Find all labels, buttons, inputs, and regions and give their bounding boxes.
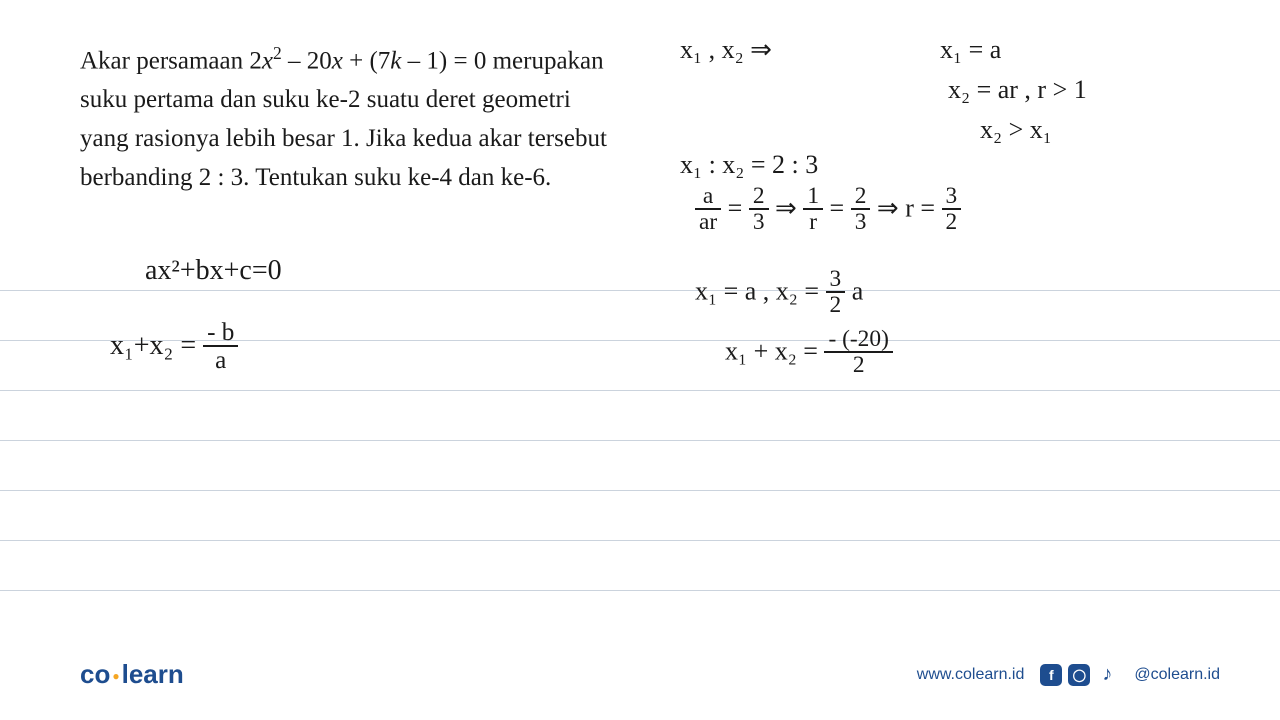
ruled-line (0, 490, 1280, 491)
equation-vieta-sum: x₁+x₂ = - b a (110, 320, 238, 375)
sum-substitution: x₁ + x₂ = - (-20) 2 (725, 328, 893, 379)
problem-line5: 2 : 3. Tentukan suku ke-4 dan ke-6. (199, 164, 552, 191)
frac-num: - b (203, 320, 238, 347)
footer: co●learn www.colearn.id f ◯ ♪ @colearn.i… (0, 659, 1280, 690)
frac-num: - (-20) (824, 328, 892, 353)
logo-part-b: learn (122, 659, 184, 689)
problem-line1-c: + (7 (343, 47, 390, 74)
logo-dot-icon: ● (112, 669, 119, 683)
fraction: - (-20) 2 (824, 328, 892, 379)
x1-x2-values: x₁ = a , x₂ = 3 2 a (695, 268, 863, 319)
vieta-lhs: x₁+x₂ = (110, 330, 203, 361)
sum-lhs: x₁ + x₂ = (725, 337, 824, 366)
footer-right: www.colearn.id f ◯ ♪ @colearn.id (917, 664, 1220, 686)
op: ⇒ r = (877, 194, 942, 223)
frac-den: 2 (942, 210, 962, 236)
website-url: www.colearn.id (917, 666, 1025, 684)
problem-var: x (332, 47, 343, 74)
ruled-line (0, 390, 1280, 391)
problem-line1-a: Akar persamaan 2 (80, 47, 262, 74)
frac-den: ar (695, 210, 721, 236)
content-area: Akar persamaan 2x2 – 20x + (7k – 1) = 0 … (0, 0, 1280, 197)
ruled-line (0, 440, 1280, 441)
x1x2-text-b: a (852, 277, 864, 306)
logo-part-a: co (80, 659, 110, 689)
fraction: - b a (203, 320, 238, 375)
ruled-line (0, 540, 1280, 541)
tiktok-icon: ♪ (1096, 664, 1118, 686)
instagram-icon: ◯ (1068, 664, 1090, 686)
problem-statement: Akar persamaan 2x2 – 20x + (7k – 1) = 0 … (80, 40, 620, 197)
problem-sup: 2 (273, 43, 282, 63)
frac-den: 3 (851, 210, 871, 236)
brand-logo: co●learn (80, 659, 184, 690)
ruled-line (0, 590, 1280, 591)
ruled-line (0, 290, 1280, 291)
equation-quadratic-form: ax²+bx+c=0 (145, 255, 282, 287)
op: = (728, 194, 749, 223)
facebook-icon: f (1040, 664, 1062, 686)
op: = (830, 194, 851, 223)
social-icons: f ◯ ♪ (1040, 664, 1118, 686)
frac-den: 3 (749, 210, 769, 236)
frac-den: 2 (826, 293, 846, 319)
problem-line1-b: – 20 (282, 47, 332, 74)
op: ⇒ (775, 194, 803, 223)
fraction: 3 2 (826, 268, 846, 319)
frac-den: 2 (824, 353, 892, 379)
frac-den: r (803, 210, 823, 236)
problem-var: k (390, 47, 401, 74)
x1x2-text-a: x₁ = a , x₂ = (695, 277, 826, 306)
frac-num: 3 (826, 268, 846, 293)
problem-line1-d: – 1) = 0 (401, 47, 486, 74)
social-handle: @colearn.id (1134, 666, 1220, 684)
frac-den: a (203, 347, 238, 375)
problem-var: x (262, 47, 273, 74)
